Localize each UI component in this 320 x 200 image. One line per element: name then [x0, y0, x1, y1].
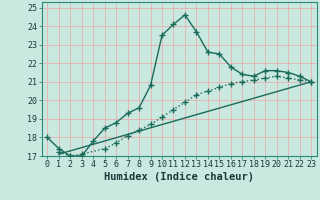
X-axis label: Humidex (Indice chaleur): Humidex (Indice chaleur)	[104, 172, 254, 182]
